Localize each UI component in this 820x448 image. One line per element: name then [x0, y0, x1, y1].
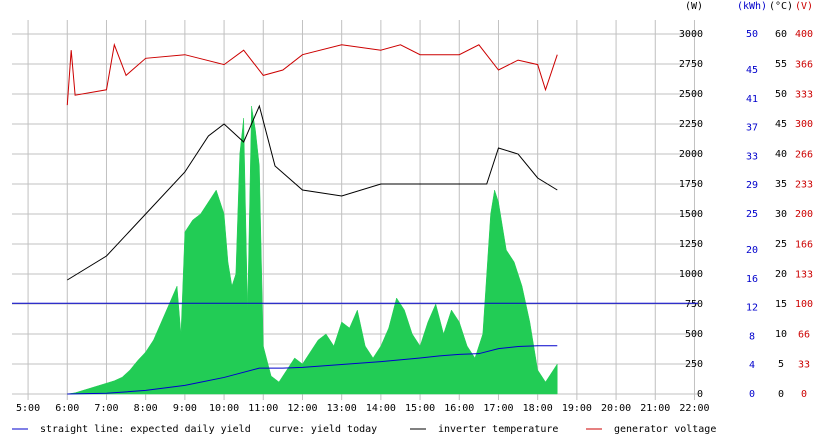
y-tick-label: 0	[749, 389, 755, 400]
y-tick-label: 29	[746, 180, 758, 191]
x-tick-label: 22:00	[679, 403, 709, 414]
y-tick-label: 2750	[679, 59, 703, 70]
y-tick-label: 250	[685, 359, 703, 370]
x-tick-label: 11:00	[248, 403, 278, 414]
x-tick-label: 12:00	[287, 403, 317, 414]
y-tick-label: 4	[749, 360, 755, 371]
y-tick-label: 40	[775, 149, 787, 160]
y-tick-label: 2250	[679, 119, 703, 130]
x-tick-label: 10:00	[209, 403, 239, 414]
y-tick-label: 10	[775, 329, 787, 340]
y-tick-label: 333	[795, 89, 813, 100]
x-tick-label: 21:00	[640, 403, 670, 414]
y-tick-label: 1000	[679, 269, 703, 280]
y-tick-label: 0	[778, 389, 784, 400]
x-tick-label: 7:00	[94, 403, 118, 414]
y-tick-label: 45	[746, 65, 758, 76]
x-tick-label: 14:00	[366, 403, 396, 414]
y-tick-label: 25	[775, 239, 787, 250]
y-tick-label: 1750	[679, 179, 703, 190]
y-tick-label: 20	[775, 269, 787, 280]
y-tick-label: 50	[746, 29, 758, 40]
y-tick-label: 66	[798, 330, 810, 341]
x-tick-label: 9:00	[173, 403, 197, 414]
y-tick-label: 12	[746, 303, 758, 314]
series-line	[66, 42, 558, 106]
y-tick-label: 133	[795, 269, 813, 280]
y-tick-label: 2500	[679, 89, 703, 100]
x-tick-label: 15:00	[405, 403, 435, 414]
y-tick-label: 35	[775, 179, 787, 190]
axis-title: (V)	[795, 1, 813, 12]
y-tick-label: 50	[775, 89, 787, 100]
y-tick-label: 33	[746, 151, 758, 162]
y-tick-label: 41	[746, 94, 758, 105]
y-tick-label: 3000	[679, 29, 703, 40]
x-tick-label: 18:00	[523, 403, 553, 414]
y-tick-label: 45	[775, 119, 787, 130]
axis-title: (kWh)	[737, 1, 767, 12]
y-tick-label: 20	[746, 245, 758, 256]
y-tick-label: 500	[685, 329, 703, 340]
y-tick-label: 55	[775, 59, 787, 70]
y-tick-label: 0	[697, 389, 703, 400]
y-tick-label: 750	[685, 299, 703, 310]
y-tick-label: 300	[795, 119, 813, 130]
x-tick-label: 5:00	[16, 403, 40, 414]
y-tick-label: 266	[795, 150, 813, 161]
series-line	[67, 345, 558, 395]
x-tick-label: 6:00	[55, 403, 79, 414]
legend-label: straight line: expected daily yield curv…	[40, 424, 377, 435]
y-tick-label: 15	[775, 299, 787, 310]
legend-label: inverter temperature	[438, 424, 558, 435]
x-tick-label: 19:00	[562, 403, 592, 414]
series-line	[67, 104, 558, 281]
x-tick-label: 17:00	[483, 403, 513, 414]
y-tick-label: 400	[795, 29, 813, 40]
y-tick-label: 30	[775, 209, 787, 220]
axis-title: (°C)	[769, 1, 793, 12]
x-tick-label: 13:00	[327, 403, 357, 414]
y-tick-label: 2000	[679, 149, 703, 160]
y-tick-label: 366	[795, 60, 813, 71]
x-tick-label: 16:00	[444, 403, 474, 414]
x-tick-label: 20:00	[601, 403, 631, 414]
y-tick-label: 166	[795, 240, 813, 251]
x-tick-label: 8:00	[134, 403, 158, 414]
y-tick-label: 100	[795, 299, 813, 310]
y-tick-label: 25	[746, 209, 758, 220]
y-tick-label: 37	[746, 123, 758, 134]
axis-title: (W)	[685, 1, 703, 12]
y-tick-label: 16	[746, 274, 758, 285]
y-tick-label: 33	[798, 359, 810, 370]
y-tick-label: 8	[749, 331, 755, 342]
y-tick-label: 5	[778, 359, 784, 370]
y-tick-label: 1250	[679, 239, 703, 250]
y-tick-label: 200	[795, 209, 813, 220]
y-tick-label: 60	[775, 29, 787, 40]
y-tick-label: 0	[801, 389, 807, 400]
y-tick-label: 233	[795, 179, 813, 190]
y-tick-label: 1500	[679, 209, 703, 220]
legend-label: generator voltage	[614, 424, 716, 435]
power-area	[67, 105, 558, 395]
